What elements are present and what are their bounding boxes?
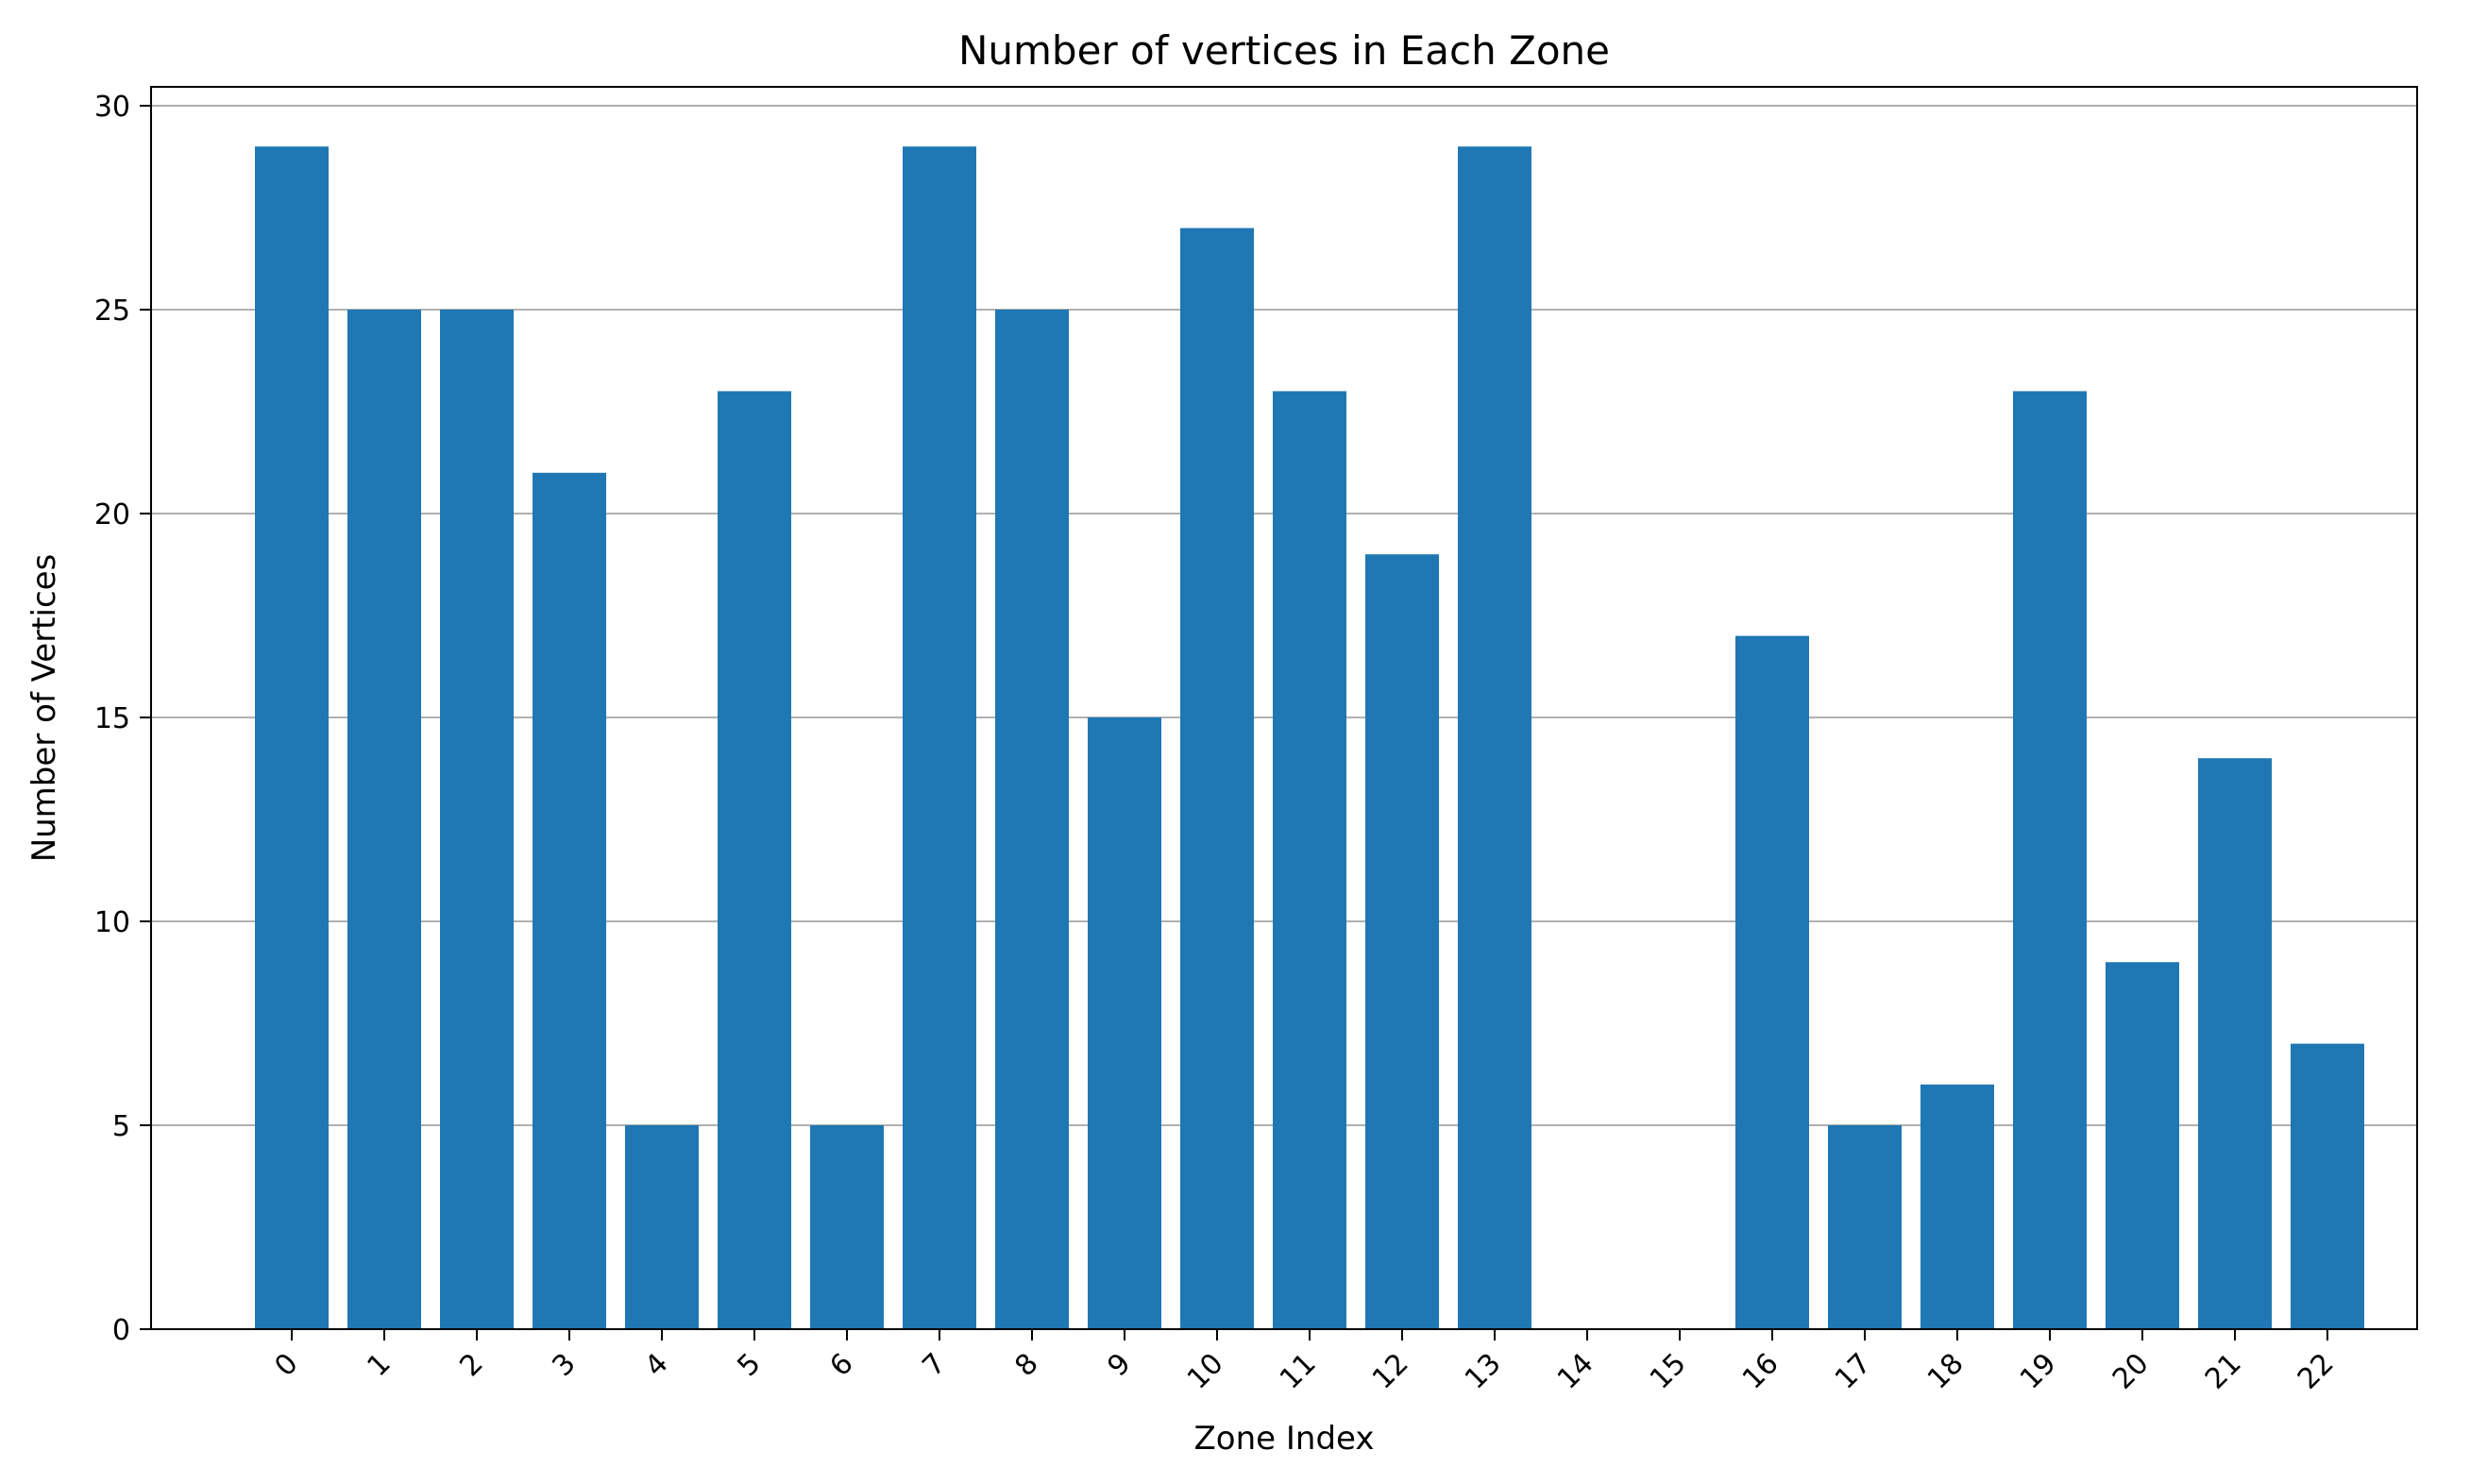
bar (1735, 635, 1809, 1329)
bar (1273, 391, 1346, 1329)
y-tick-label: 30 (94, 91, 130, 124)
bars (255, 146, 2364, 1330)
chart-title: Number of vertices in Each Zone (958, 27, 1610, 74)
bar (718, 391, 791, 1329)
y-tick-label: 25 (94, 295, 130, 328)
y-axis-ticks: 0 5 10 15 20 25 30 (94, 91, 151, 1347)
bar (810, 1125, 884, 1329)
bar (995, 310, 1069, 1329)
bar (533, 472, 606, 1329)
bar (440, 310, 514, 1329)
bar (2013, 391, 2087, 1329)
y-tick-label: 0 (112, 1314, 130, 1347)
bar (1458, 146, 1531, 1330)
bar (1180, 228, 1254, 1330)
x-axis-label: Zone Index (1194, 1420, 1375, 1458)
bar (625, 1125, 699, 1329)
bar (1828, 1125, 1902, 1329)
y-axis-label: Number of Vertices (25, 554, 63, 863)
bar (2198, 758, 2272, 1329)
y-tick-label: 10 (94, 906, 130, 939)
y-tick-label: 15 (94, 702, 130, 735)
plot-frame (150, 86, 2418, 1330)
bar (255, 146, 329, 1330)
bar (1365, 554, 1439, 1329)
bar (1920, 1084, 1994, 1329)
y-tick-label: 20 (94, 498, 130, 531)
bar (2291, 1043, 2364, 1329)
y-tick-label: 5 (112, 1110, 130, 1143)
bar (2106, 962, 2179, 1329)
bar (1088, 717, 1161, 1329)
bar (347, 310, 421, 1329)
bar (903, 146, 976, 1330)
